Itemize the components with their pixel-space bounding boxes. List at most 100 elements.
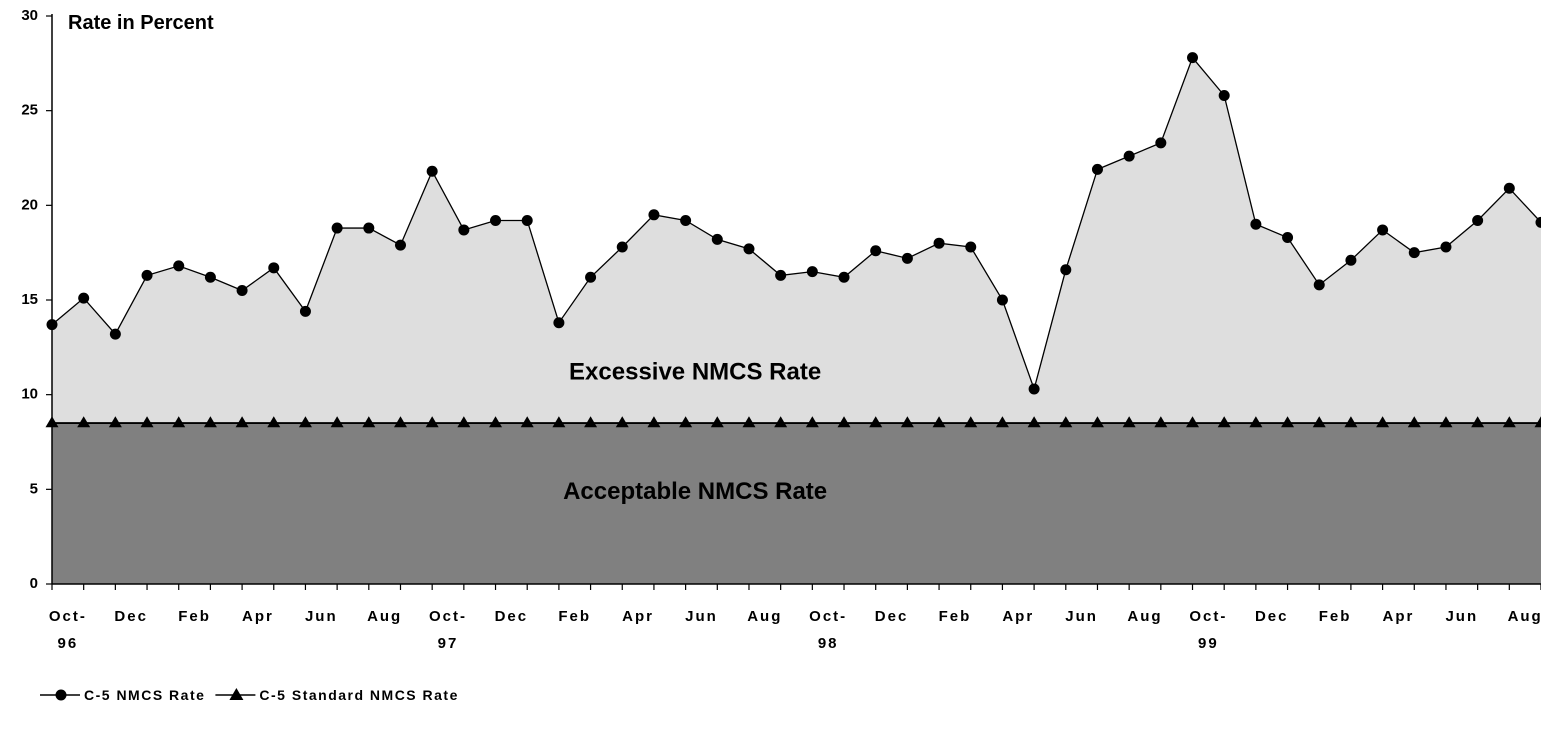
x-tick-label: Oct- (429, 608, 467, 625)
y-tick-label: 10 (21, 386, 38, 403)
x-tick-label: Jun (1065, 608, 1098, 625)
nmcs-rate-point (1028, 383, 1040, 395)
standard-rate-point (489, 416, 503, 428)
standard-rate-point (330, 416, 344, 428)
nmcs-rate-point (553, 317, 565, 329)
standard-rate-point (805, 416, 819, 428)
standard-rate-point (362, 416, 376, 428)
nmcs-rate-point (1472, 214, 1484, 226)
nmcs-rate-point (1377, 224, 1389, 236)
standard-rate-point (1059, 416, 1073, 428)
nmcs-rate-point (806, 266, 818, 278)
legend-label: C-5 Standard NMCS Rate (259, 687, 458, 703)
x-tick-label: Jun (1445, 608, 1478, 625)
standard-rate-point (45, 416, 59, 428)
x-tick-label: Aug (1508, 608, 1541, 625)
nmcs-rate-point (1408, 247, 1420, 259)
standard-rate-point (1281, 416, 1295, 428)
standard-rate-point (140, 416, 154, 428)
standard-rate-point (1217, 416, 1231, 428)
standard-rate-point (172, 416, 186, 428)
standard-rate-point (520, 416, 534, 428)
nmcs-rate-point (775, 269, 787, 281)
y-tick-label: 0 (30, 575, 38, 592)
x-tick-label: Feb (939, 608, 972, 625)
standard-rate-point (679, 416, 693, 428)
x-tick-label: Oct- (1189, 608, 1227, 625)
legend-label: C-5 NMCS Rate (84, 687, 205, 703)
standard-rate-point (267, 416, 281, 428)
series-markers (45, 52, 1541, 428)
acceptable-rate-label: Acceptable NMCS Rate (563, 478, 827, 505)
nmcs-rate-point (711, 233, 723, 245)
standard-rate-point (1534, 416, 1541, 428)
nmcs-rate-point (680, 214, 692, 226)
series-line-0 (51, 56, 1541, 392)
nmcs-rate-point (1535, 216, 1541, 228)
legend: C-5 NMCS Rate C-5 Standard NMCS Rate (40, 687, 458, 703)
standard-rate-point (552, 416, 566, 428)
nmcs-rate-point (838, 271, 850, 283)
standard-rate-point (1407, 416, 1421, 428)
standard-rate-point (298, 416, 312, 428)
nmcs-rate-point (78, 292, 90, 304)
x-tick-label: Dec (875, 608, 909, 625)
x-tick-label: 96 (57, 635, 78, 652)
nmcs-rate-point (901, 252, 913, 264)
nmcs-rate-point (268, 262, 280, 274)
area-fill-1 (52, 423, 1541, 584)
standard-rate-point (1186, 416, 1200, 428)
standard-rate-point (1154, 416, 1168, 428)
nmcs-rate-point (204, 271, 216, 283)
nmcs-rate-point (1091, 163, 1103, 175)
nmcs-rate-point (426, 165, 438, 177)
y-tick-label: 15 (21, 291, 38, 308)
standard-rate-point (1312, 416, 1326, 428)
standard-rate-point (742, 416, 756, 428)
standard-rate-point (1122, 416, 1136, 428)
standard-rate-point (77, 416, 91, 428)
standard-rate-point (457, 416, 471, 428)
nmcs-rate-point (585, 271, 597, 283)
standard-rate-point (1027, 416, 1041, 428)
x-tick-label: Feb (1319, 608, 1352, 625)
nmcs-rate-point (743, 243, 755, 255)
x-tick-label: Apr (1383, 608, 1415, 625)
standard-rate-point (1344, 416, 1358, 428)
y-tick-label: 20 (21, 196, 38, 213)
standard-rate-point (1439, 416, 1453, 428)
series-lines (51, 56, 1541, 424)
nmcs-rate-point (331, 222, 343, 234)
standard-rate-point (1471, 416, 1485, 428)
nmcs-rate-point (236, 285, 248, 297)
nmcs-rate-point (965, 241, 977, 253)
standard-rate-point (203, 416, 217, 428)
legend-circle-marker (55, 689, 67, 701)
standard-rate-point (1376, 416, 1390, 428)
excessive-rate-label: Excessive NMCS Rate (569, 359, 821, 386)
nmcs-rate-point (616, 241, 628, 253)
nmcs-rate-point (299, 305, 311, 317)
nmcs-rate-point (1123, 150, 1135, 162)
nmcs-rate-point (1345, 254, 1357, 266)
x-tick-label: Jun (305, 608, 338, 625)
standard-rate-point (1090, 416, 1104, 428)
standard-rate-point (235, 416, 249, 428)
standard-rate-point (647, 416, 661, 428)
nmcs-rate-point (996, 294, 1008, 306)
y-tick-label: 5 (30, 480, 38, 497)
nmcs-rate-point (141, 269, 153, 281)
standard-rate-point (869, 416, 883, 428)
x-tick-label: Aug (1127, 608, 1162, 625)
nmcs-rate-point (394, 239, 406, 251)
x-tick-label: Jun (685, 608, 718, 625)
standard-rate-point (1502, 416, 1516, 428)
standard-rate-point (710, 416, 724, 428)
standard-rate-point (964, 416, 978, 428)
nmcs-rate-point (1313, 279, 1325, 291)
axes: 0 5 10 15 20 25 30 Oct- 96 Dec Feb Apr Jun Aug Oct- 97 D… (21, 7, 1541, 652)
x-tick-label: Feb (178, 608, 211, 625)
x-tick-label: Oct- (49, 608, 87, 625)
nmcs-rate-point (363, 222, 375, 234)
